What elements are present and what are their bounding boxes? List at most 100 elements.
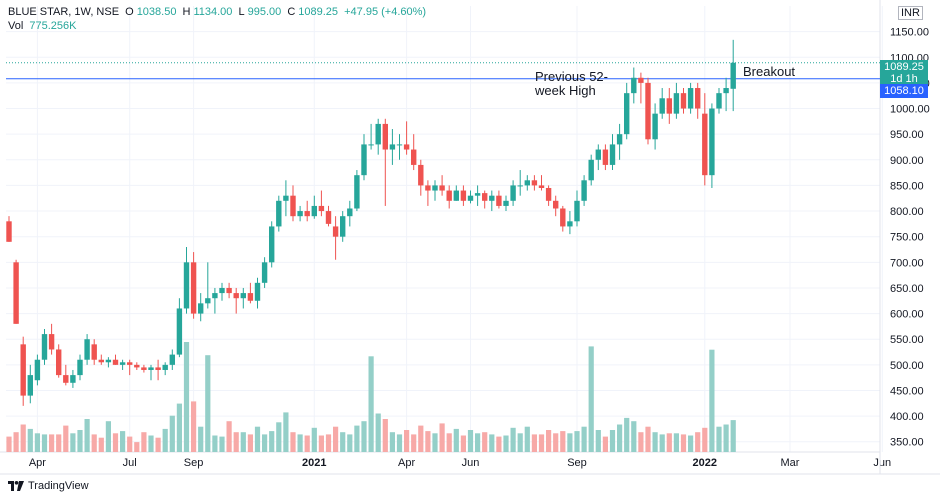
candle-body [56,349,62,376]
candle-body [467,195,474,201]
y-tick-label: 700.00 [890,257,924,269]
volume-bar [439,423,445,452]
symbol-label[interactable]: BLUE STAR, 1W, NSE [8,6,120,18]
x-tick-label: 2021 [302,457,326,469]
candle-timer: 1d 1h [890,73,918,85]
volume-bar [120,431,126,452]
volume-bar [425,431,431,452]
volume-bar [680,434,687,452]
volume-bar [191,401,197,452]
candle-body [403,144,410,150]
y-tick-label: 400.00 [890,411,924,423]
candle-body [687,88,694,109]
candle-body [503,200,509,206]
y-tick-label: 450.00 [890,385,924,397]
tradingview-footer[interactable]: TradingView [8,480,89,492]
candle-body [396,144,403,146]
candle-body [453,190,459,201]
line-price-badge: 1058.10 [880,84,928,98]
candle-body [112,359,119,365]
volume-bar [112,433,119,452]
candle-body [524,180,530,186]
y-tick-label: 800.00 [890,206,924,218]
candle-body [411,149,417,165]
volume-bar [20,424,26,452]
volume-value: 775.256K [29,20,77,32]
volume-bar [297,434,303,452]
change-value: +47.95 (+4.60%) [344,6,427,18]
candle-body [652,113,658,140]
candle-body [418,164,424,186]
candle-body [27,375,33,396]
candle-body [247,293,254,301]
volume-bar [546,430,552,452]
candle-body [716,93,722,109]
x-tick-label: Sep [567,457,587,469]
last-price-badge: 1089.25 1d 1h [880,60,928,86]
ohlc-header: BLUE STAR, 1W, NSE O 1038.50 H 1134.00 L 99… [8,6,429,18]
volume-bar [311,427,317,452]
candle-body [553,200,559,209]
low-label: L [238,6,245,18]
volume-bar [155,437,161,452]
volume-bar [460,435,466,452]
currency-label[interactable]: INR [898,6,923,20]
candle-body [219,287,225,294]
volume-bar [27,428,33,452]
candle-body [510,185,516,201]
candle-body [205,298,211,304]
candle-body [290,195,296,217]
volume-bar [588,346,594,452]
y-tick-label: 750.00 [890,232,924,244]
candle-body [595,149,601,160]
volume-bar [673,433,679,452]
candle-body [304,211,310,217]
volume-bar [524,426,530,452]
candle-body [517,185,523,187]
volume-bar [375,413,381,452]
candle-body [375,123,381,145]
volume-bar [645,426,651,452]
candle-body [34,359,41,381]
volume-bar [531,434,537,452]
volume-bar [702,427,708,452]
volume-bar [198,426,204,452]
volume-bar [262,434,268,452]
volume-bar [453,428,459,452]
candle-body [20,344,26,396]
volume-bar [98,437,104,452]
volume-bar [361,421,367,452]
candle-body [127,362,133,365]
y-tick-label: 850.00 [890,180,924,192]
candle-body [276,200,282,227]
volume-bar [325,434,332,452]
candle-body [723,88,729,94]
candle-body [482,193,488,201]
volume-bar [652,432,658,452]
y-tick-label: 350.00 [890,437,924,449]
candle-body [695,88,701,109]
volume-bar [503,435,509,452]
tradingview-logo-icon [8,481,24,491]
candle-body [602,149,609,165]
volume-bar [467,430,474,452]
candle-body [631,77,637,94]
candle-body [659,98,665,114]
volume-bar [354,425,360,452]
y-tick-label: 950.00 [890,129,924,141]
candle-body [155,367,161,370]
candle-body [240,293,246,299]
volume-bar [432,433,438,452]
candle-body [325,211,332,224]
candle-body [347,208,353,217]
x-tick-label: Mar [781,457,800,469]
low-value: 995.00 [247,6,282,18]
volume-bar [226,421,232,452]
volume-bar [638,432,644,452]
candle-body [169,354,175,365]
volume-bar [631,421,637,452]
volume-bar [688,435,694,452]
volume-bar [333,426,339,452]
